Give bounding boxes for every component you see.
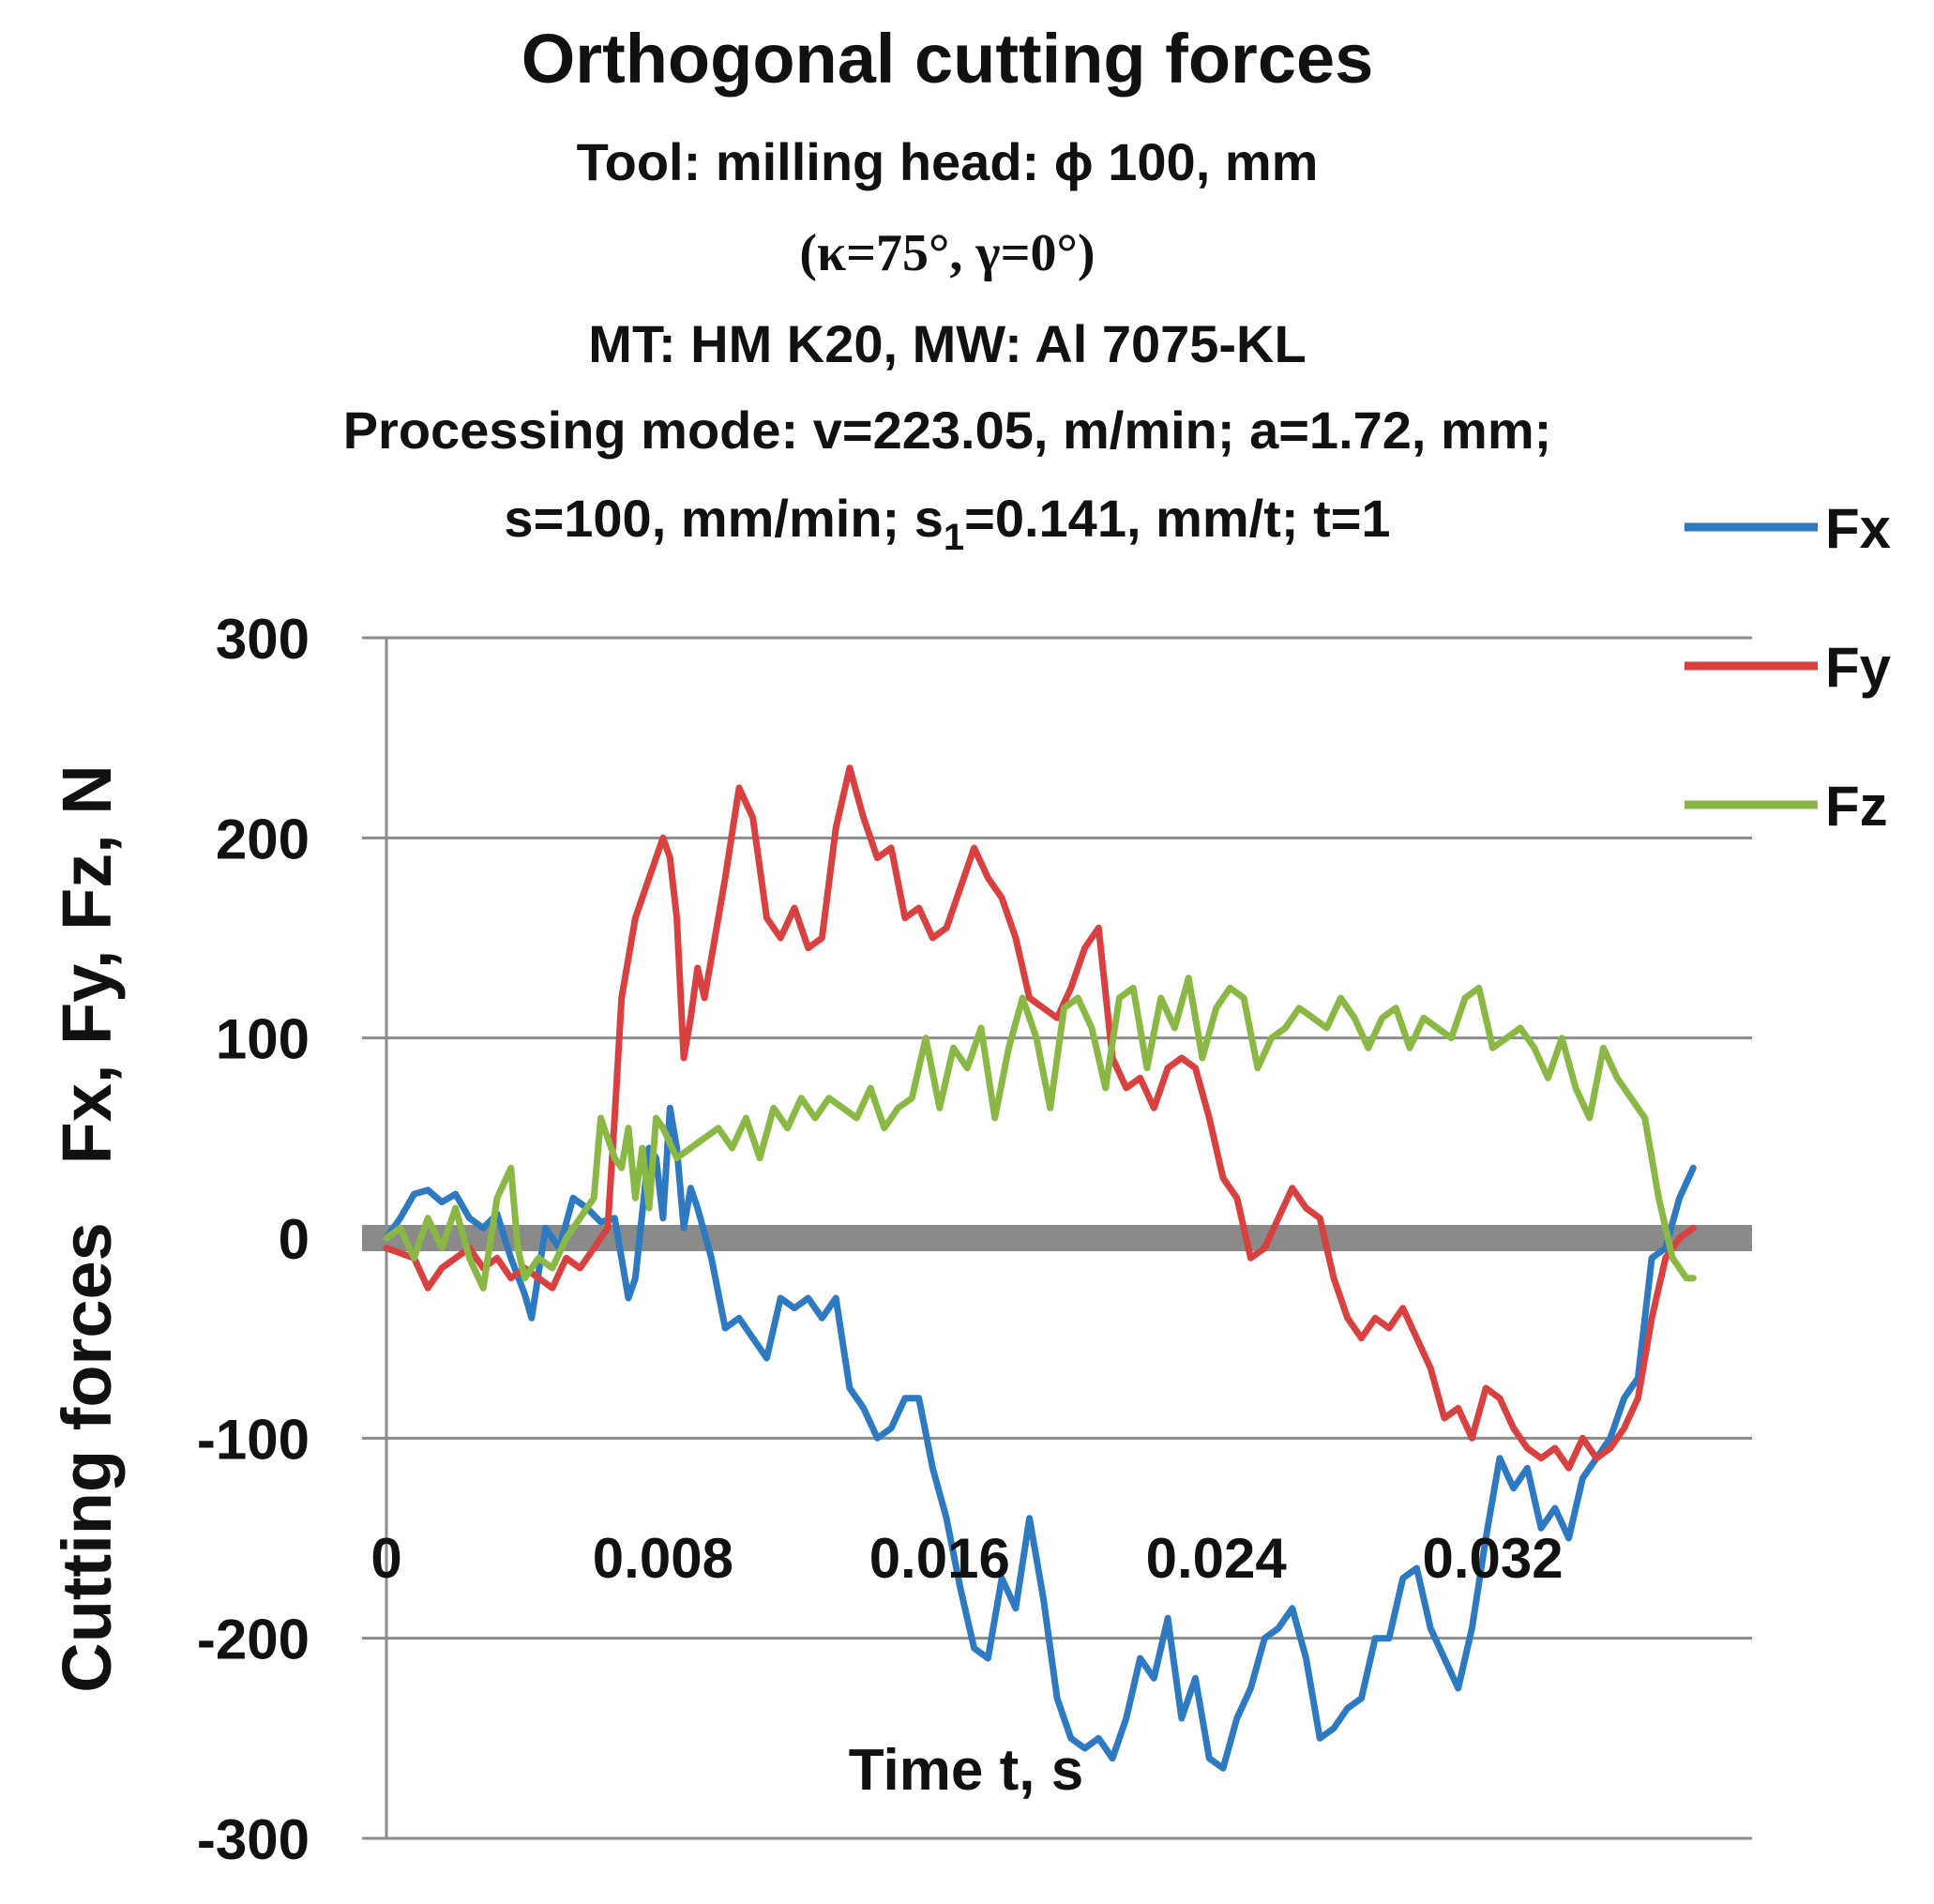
y-tick-2: 100 bbox=[216, 1008, 310, 1071]
legend: Fx Fy Fz bbox=[1685, 497, 1892, 838]
x-axis-label: Time t, s bbox=[849, 1738, 1083, 1803]
subtitle-5-post: =0.141, mm/t; t=1 bbox=[964, 489, 1390, 548]
series-line-fz bbox=[383, 975, 1697, 1292]
chart-subtitle-1: Tool: milling head: ϕ 100, mm bbox=[577, 132, 1319, 191]
y-tick-1: 200 bbox=[216, 808, 310, 870]
x-tick-labels: 0 0.008 0.016 0.024 0.032 bbox=[370, 1527, 1563, 1590]
x-tick-0: 0 bbox=[370, 1527, 401, 1590]
x-tick-1: 0.008 bbox=[593, 1527, 733, 1590]
y-tick-3: 0 bbox=[279, 1208, 310, 1271]
y-tick-5: -200 bbox=[197, 1609, 310, 1671]
series-line-fy bbox=[383, 764, 1697, 1472]
y-tick-6: -300 bbox=[197, 1808, 310, 1871]
y-tick-4: -100 bbox=[197, 1408, 310, 1471]
y-tick-0: 300 bbox=[216, 608, 310, 671]
y-tick-labels: 300 200 100 0 -100 -200 -300 bbox=[197, 608, 310, 1871]
series-lines bbox=[383, 764, 1697, 1772]
chart-subtitle-4: Processing mode: v=223.05, m/min; a=1.72… bbox=[343, 400, 1552, 460]
x-tick-4: 0.032 bbox=[1422, 1527, 1563, 1590]
legend-label-fx: Fx bbox=[1825, 497, 1891, 560]
subtitle-5-sub: 1 bbox=[944, 517, 964, 558]
legend-label-fz: Fz bbox=[1825, 775, 1888, 838]
chart-subtitle-5: s=100, mm/min; s1=0.141, mm/t; t=1 bbox=[504, 489, 1390, 558]
y-axis-label: Cutting forces Fx, Fy, Fz, N bbox=[48, 764, 126, 1692]
legend-label-fy: Fy bbox=[1825, 636, 1892, 699]
subtitle-5-pre: s=100, mm/min; s bbox=[504, 489, 943, 548]
chart-subtitle-2: (κ=75°, γ=0°) bbox=[799, 224, 1095, 282]
x-tick-2: 0.016 bbox=[869, 1527, 1010, 1590]
chart-title: Orthogonal cutting forces bbox=[521, 20, 1374, 98]
x-tick-3: 0.024 bbox=[1146, 1527, 1288, 1590]
chart-subtitle-3: MT: HM K20, MW: Al 7075-KL bbox=[588, 314, 1306, 373]
